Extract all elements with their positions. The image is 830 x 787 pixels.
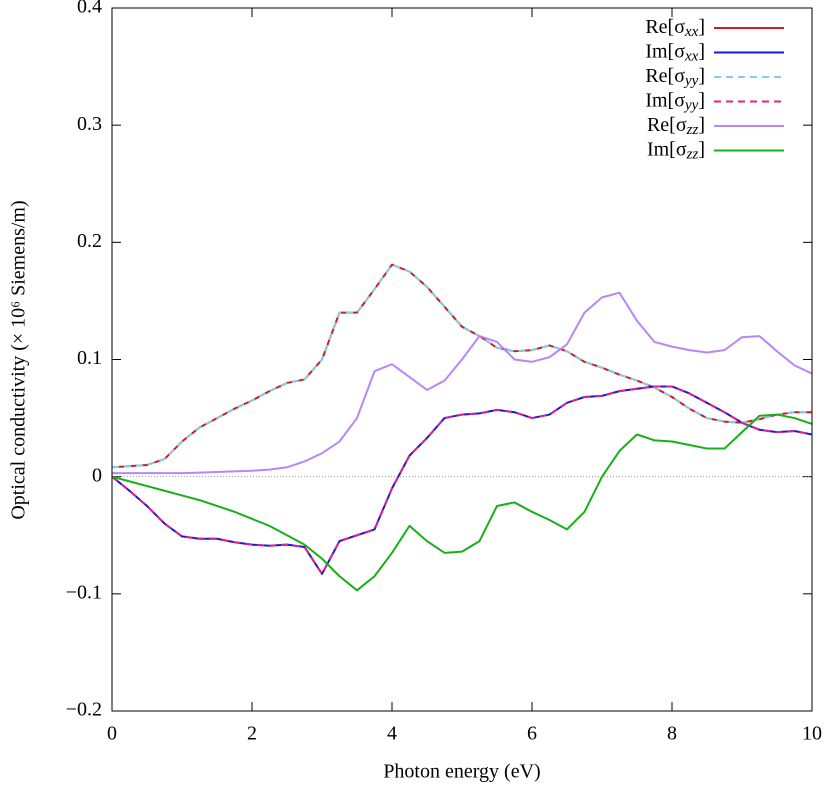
y-tick-label: 0 — [92, 464, 102, 486]
plot-border — [111, 7, 813, 712]
y-tick-label: −0.1 — [66, 581, 102, 603]
series-line — [111, 385, 813, 575]
y-tick-label: 0.2 — [77, 230, 102, 252]
legend-label: Re[σxx] — [645, 16, 705, 41]
series-line — [111, 263, 812, 469]
x-tick-label: 0 — [107, 723, 117, 745]
legend-label: Im[σzz] — [647, 138, 705, 163]
x-tick-label: 8 — [667, 723, 677, 745]
x-tick-label: 2 — [247, 723, 257, 745]
y-tick-label: 0.3 — [77, 113, 102, 135]
legend-label: Re[σyy] — [645, 65, 705, 90]
series-line — [111, 413, 813, 592]
x-tick-label: 10 — [802, 723, 822, 745]
x-tick-label: 4 — [387, 723, 397, 745]
legend-label: Im[σxx] — [645, 40, 705, 65]
series-line — [112, 291, 813, 475]
x-tick-label: 6 — [527, 723, 537, 745]
y-tick-label: 0.4 — [77, 0, 102, 18]
legend-label: Im[σyy] — [645, 89, 705, 114]
series-line — [111, 263, 812, 469]
legend-label: Re[σzz] — [647, 114, 705, 139]
x-axis-label: Photon energy (eV) — [383, 761, 540, 783]
y-tick-label: 0.1 — [77, 347, 102, 369]
y-tick-label: −0.2 — [66, 699, 102, 721]
y-axis-label: Optical conductivity (× 10⁶ Siemens/m) — [8, 200, 30, 519]
